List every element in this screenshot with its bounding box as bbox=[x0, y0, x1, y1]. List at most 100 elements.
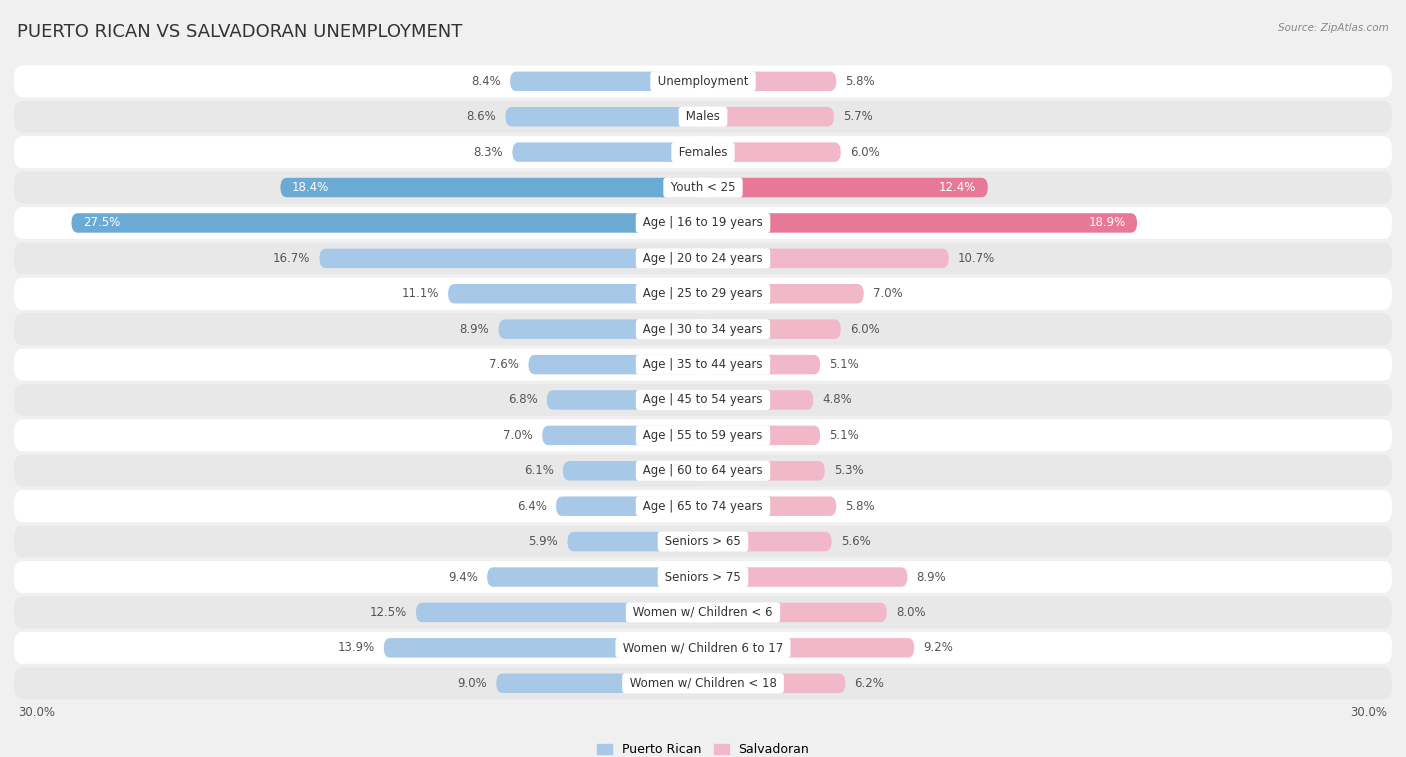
FancyBboxPatch shape bbox=[72, 213, 703, 232]
Text: 8.3%: 8.3% bbox=[474, 145, 503, 159]
FancyBboxPatch shape bbox=[510, 72, 703, 91]
Legend: Puerto Rican, Salvadoran: Puerto Rican, Salvadoran bbox=[592, 738, 814, 757]
FancyBboxPatch shape bbox=[14, 632, 1392, 664]
FancyBboxPatch shape bbox=[562, 461, 703, 481]
Text: Women w/ Children < 18: Women w/ Children < 18 bbox=[626, 677, 780, 690]
Text: 6.4%: 6.4% bbox=[517, 500, 547, 512]
Text: Age | 60 to 64 years: Age | 60 to 64 years bbox=[640, 464, 766, 478]
FancyBboxPatch shape bbox=[384, 638, 703, 658]
Text: 5.1%: 5.1% bbox=[830, 429, 859, 442]
Text: 16.7%: 16.7% bbox=[273, 252, 311, 265]
FancyBboxPatch shape bbox=[449, 284, 703, 304]
Text: 6.2%: 6.2% bbox=[855, 677, 884, 690]
FancyBboxPatch shape bbox=[568, 532, 703, 551]
FancyBboxPatch shape bbox=[14, 491, 1392, 522]
FancyBboxPatch shape bbox=[703, 178, 988, 198]
FancyBboxPatch shape bbox=[14, 313, 1392, 345]
Text: 18.9%: 18.9% bbox=[1088, 217, 1126, 229]
FancyBboxPatch shape bbox=[280, 178, 703, 198]
Text: 5.9%: 5.9% bbox=[529, 535, 558, 548]
FancyBboxPatch shape bbox=[486, 567, 703, 587]
Text: Women w/ Children < 6: Women w/ Children < 6 bbox=[630, 606, 776, 619]
FancyBboxPatch shape bbox=[703, 107, 834, 126]
Text: Age | 65 to 74 years: Age | 65 to 74 years bbox=[640, 500, 766, 512]
FancyBboxPatch shape bbox=[496, 674, 703, 693]
FancyBboxPatch shape bbox=[529, 355, 703, 374]
Text: 7.0%: 7.0% bbox=[503, 429, 533, 442]
FancyBboxPatch shape bbox=[703, 355, 820, 374]
FancyBboxPatch shape bbox=[703, 248, 949, 268]
FancyBboxPatch shape bbox=[703, 461, 825, 481]
FancyBboxPatch shape bbox=[555, 497, 703, 516]
Text: 12.5%: 12.5% bbox=[370, 606, 406, 619]
FancyBboxPatch shape bbox=[499, 319, 703, 339]
FancyBboxPatch shape bbox=[703, 319, 841, 339]
Text: Age | 25 to 29 years: Age | 25 to 29 years bbox=[640, 287, 766, 301]
FancyBboxPatch shape bbox=[543, 425, 703, 445]
Text: Age | 16 to 19 years: Age | 16 to 19 years bbox=[640, 217, 766, 229]
Text: 8.9%: 8.9% bbox=[917, 571, 946, 584]
FancyBboxPatch shape bbox=[703, 497, 837, 516]
FancyBboxPatch shape bbox=[703, 425, 820, 445]
Text: 5.8%: 5.8% bbox=[845, 500, 875, 512]
FancyBboxPatch shape bbox=[14, 101, 1392, 132]
Text: 9.4%: 9.4% bbox=[449, 571, 478, 584]
FancyBboxPatch shape bbox=[14, 65, 1392, 97]
FancyBboxPatch shape bbox=[14, 242, 1392, 274]
FancyBboxPatch shape bbox=[703, 213, 1137, 232]
Text: Females: Females bbox=[675, 145, 731, 159]
FancyBboxPatch shape bbox=[14, 349, 1392, 381]
FancyBboxPatch shape bbox=[703, 603, 887, 622]
FancyBboxPatch shape bbox=[703, 674, 845, 693]
Text: 9.2%: 9.2% bbox=[924, 641, 953, 654]
Text: 30.0%: 30.0% bbox=[1350, 706, 1388, 719]
Text: 4.8%: 4.8% bbox=[823, 394, 852, 407]
Text: Age | 35 to 44 years: Age | 35 to 44 years bbox=[640, 358, 766, 371]
Text: 13.9%: 13.9% bbox=[337, 641, 374, 654]
FancyBboxPatch shape bbox=[703, 567, 907, 587]
Text: 9.0%: 9.0% bbox=[457, 677, 486, 690]
FancyBboxPatch shape bbox=[14, 561, 1392, 593]
Text: 10.7%: 10.7% bbox=[957, 252, 995, 265]
Text: Age | 20 to 24 years: Age | 20 to 24 years bbox=[640, 252, 766, 265]
Text: 8.4%: 8.4% bbox=[471, 75, 501, 88]
FancyBboxPatch shape bbox=[506, 107, 703, 126]
Text: 5.8%: 5.8% bbox=[845, 75, 875, 88]
Text: 30.0%: 30.0% bbox=[18, 706, 56, 719]
Text: 11.1%: 11.1% bbox=[402, 287, 439, 301]
Text: Seniors > 65: Seniors > 65 bbox=[661, 535, 745, 548]
FancyBboxPatch shape bbox=[14, 207, 1392, 239]
Text: Males: Males bbox=[682, 111, 724, 123]
FancyBboxPatch shape bbox=[703, 638, 914, 658]
Text: Youth < 25: Youth < 25 bbox=[666, 181, 740, 194]
FancyBboxPatch shape bbox=[14, 172, 1392, 204]
Text: 6.0%: 6.0% bbox=[851, 322, 880, 335]
FancyBboxPatch shape bbox=[14, 278, 1392, 310]
FancyBboxPatch shape bbox=[14, 136, 1392, 168]
FancyBboxPatch shape bbox=[703, 72, 837, 91]
FancyBboxPatch shape bbox=[319, 248, 703, 268]
FancyBboxPatch shape bbox=[14, 384, 1392, 416]
Text: 12.4%: 12.4% bbox=[939, 181, 976, 194]
FancyBboxPatch shape bbox=[14, 597, 1392, 628]
FancyBboxPatch shape bbox=[703, 532, 831, 551]
Text: 5.6%: 5.6% bbox=[841, 535, 870, 548]
FancyBboxPatch shape bbox=[14, 419, 1392, 451]
FancyBboxPatch shape bbox=[703, 391, 813, 410]
Text: 18.4%: 18.4% bbox=[292, 181, 329, 194]
Text: 8.9%: 8.9% bbox=[460, 322, 489, 335]
Text: PUERTO RICAN VS SALVADORAN UNEMPLOYMENT: PUERTO RICAN VS SALVADORAN UNEMPLOYMENT bbox=[17, 23, 463, 41]
FancyBboxPatch shape bbox=[14, 455, 1392, 487]
Text: 6.8%: 6.8% bbox=[508, 394, 537, 407]
FancyBboxPatch shape bbox=[547, 391, 703, 410]
Text: Age | 55 to 59 years: Age | 55 to 59 years bbox=[640, 429, 766, 442]
Text: Unemployment: Unemployment bbox=[654, 75, 752, 88]
FancyBboxPatch shape bbox=[703, 284, 863, 304]
Text: Women w/ Children 6 to 17: Women w/ Children 6 to 17 bbox=[619, 641, 787, 654]
Text: 7.6%: 7.6% bbox=[489, 358, 519, 371]
Text: Seniors > 75: Seniors > 75 bbox=[661, 571, 745, 584]
FancyBboxPatch shape bbox=[14, 525, 1392, 558]
FancyBboxPatch shape bbox=[14, 668, 1392, 699]
Text: 6.1%: 6.1% bbox=[524, 464, 554, 478]
Text: 5.1%: 5.1% bbox=[830, 358, 859, 371]
